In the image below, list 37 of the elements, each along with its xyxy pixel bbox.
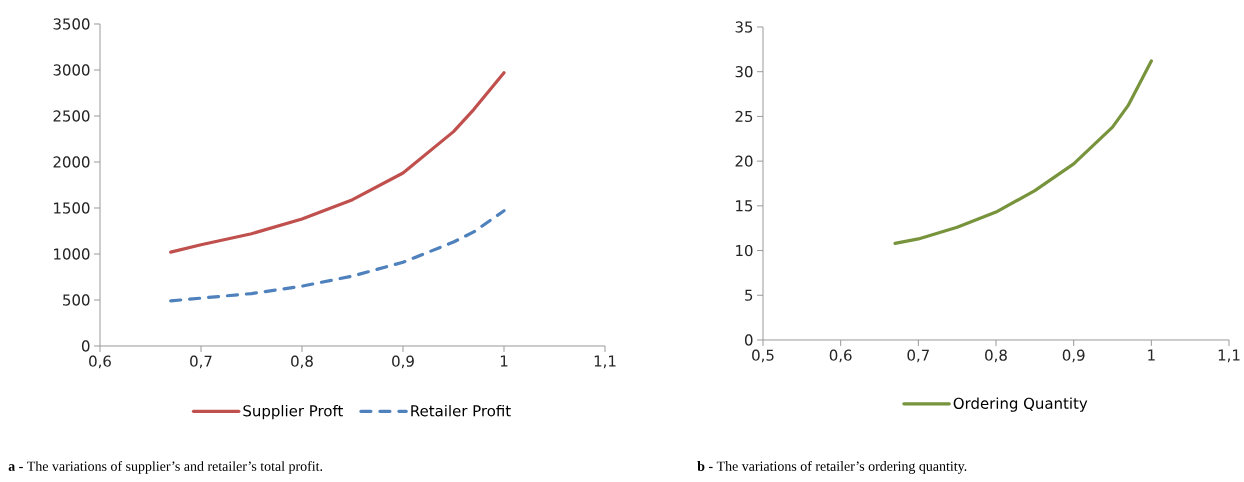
x-tick-label: 1 [1148,349,1155,361]
line-series [169,71,506,254]
legend-label: Retailer Profit [411,404,511,417]
y-tick-label: 0 [81,340,90,352]
y-tick-label: 1000 [54,248,90,260]
x-tick-label: 0,6 [829,349,852,363]
line-series [893,59,1153,245]
x-tick-label: 1,1 [594,355,616,369]
y-tick-label: 2500 [53,110,90,122]
y-tick-label: 30 [735,66,753,78]
y-tick-label: 25 [735,110,753,123]
y-tick-label: 15 [736,200,753,212]
y-tick-label: 20 [735,155,753,167]
x-tick-label: 0,7 [907,349,929,363]
y-tick-label: 3000 [53,64,90,76]
x-tick-label: 0,8 [291,355,313,369]
x-tick-label: 0,8 [985,349,1007,363]
x-tick-label: 0,7 [190,355,212,369]
x-tick-label: 0,9 [392,355,414,369]
x-tick-label: 1 [500,355,508,367]
legend-label: Supplier Proft [243,404,343,420]
x-tick-label: 0,9 [1062,349,1085,363]
line-series [169,209,506,303]
y-tick-label: 1500 [54,202,90,214]
y-tick-label: 500 [63,294,90,306]
y-tick-label: 0 [744,334,753,346]
y-tick-label: 35 [735,21,753,33]
y-tick-label: 5 [745,289,753,301]
y-tick-label: 2000 [53,156,90,168]
legend-label: Ordering Quantity [953,397,1088,412]
y-tick-label: 3500 [53,18,90,30]
y-tick-label: 10 [736,244,753,257]
text: b - The variations of retailer’s ordering quantity. [697,460,967,474]
text: a - The variations of supplier’s and retailer’s total profit. [8,460,323,474]
x-tick-label: 0,6 [89,355,111,369]
x-tick-label: 1,1 [1218,349,1240,363]
x-tick-label: 0,5 [752,349,774,363]
